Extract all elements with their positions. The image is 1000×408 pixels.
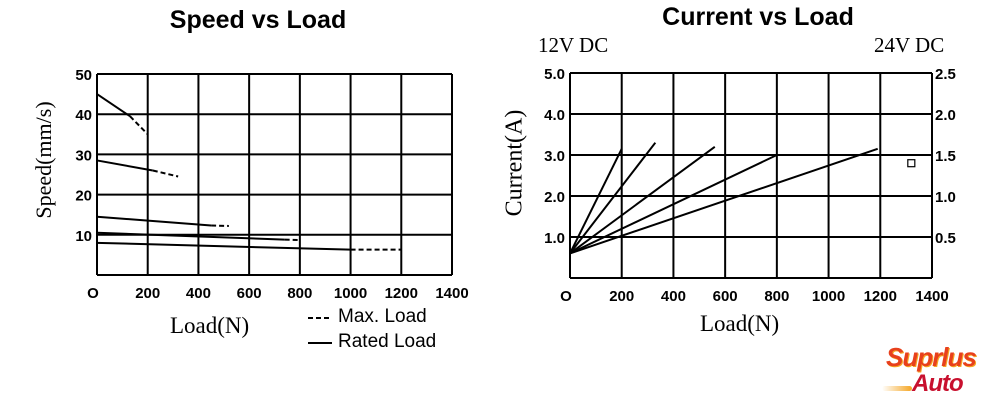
y-tick-label: 50 bbox=[75, 67, 92, 84]
x-tick-label: 400 bbox=[186, 285, 211, 302]
x-tick-label: O bbox=[560, 288, 572, 305]
current-chart-title: Current vs Load bbox=[662, 3, 854, 31]
x-tick-label: 1400 bbox=[915, 288, 948, 305]
right-axis-voltage-label: 24V DC bbox=[874, 33, 945, 57]
x-tick-label: 1000 bbox=[334, 285, 367, 302]
x-tick-label: 400 bbox=[661, 288, 686, 305]
rated-load-line-2 bbox=[96, 159, 153, 172]
x-tick-label: 800 bbox=[764, 288, 789, 305]
x-tick-label: 200 bbox=[609, 288, 634, 305]
right-y-tick-label: 1.5 bbox=[935, 148, 956, 165]
current-x-axis-label: Load(N) bbox=[700, 311, 780, 336]
current-line-4 bbox=[569, 154, 778, 255]
current-line-5 bbox=[569, 147, 879, 255]
speed-chart-title: Speed vs Load bbox=[169, 6, 347, 34]
x-tick-label: 1000 bbox=[812, 288, 845, 305]
y-tick-label: 5.0 bbox=[544, 66, 565, 83]
right-y-tick-label: 2.5 bbox=[935, 66, 956, 83]
x-tick-label: 1400 bbox=[435, 285, 468, 302]
y-tick-label: 4.0 bbox=[544, 107, 565, 124]
x-tick-label: 600 bbox=[237, 285, 262, 302]
speed-x-axis-label: Load(N) bbox=[170, 313, 250, 338]
max-load-line-2 bbox=[152, 169, 179, 178]
current-line-3 bbox=[569, 145, 716, 255]
legend-rated-load-label: Rated Load bbox=[338, 331, 437, 352]
rated-load-line-5 bbox=[96, 241, 351, 251]
right-y-tick-label: 1.0 bbox=[935, 189, 956, 206]
x-tick-label: 200 bbox=[135, 285, 160, 302]
y-tick-label: 40 bbox=[75, 107, 92, 124]
rated-load-line-3 bbox=[96, 215, 212, 227]
y-tick-label: 2.0 bbox=[544, 189, 565, 206]
logo: Suprlus Auto bbox=[882, 342, 997, 404]
x-tick-label: 1200 bbox=[385, 285, 418, 302]
legend-max-load-label: Max. Load bbox=[338, 306, 427, 327]
x-tick-label: 600 bbox=[713, 288, 738, 305]
x-tick-label: 800 bbox=[287, 285, 312, 302]
y-tick-label: 30 bbox=[75, 147, 92, 164]
rated-load-line-4 bbox=[96, 231, 285, 241]
square-marker bbox=[907, 159, 916, 168]
right-y-tick-label: 2.0 bbox=[935, 107, 956, 124]
max-load-line-1 bbox=[129, 115, 149, 136]
y-tick-label: 20 bbox=[75, 188, 92, 205]
y-tick-label: 3.0 bbox=[544, 148, 565, 165]
y-tick-label: 10 bbox=[75, 228, 92, 245]
current-line-1 bbox=[569, 148, 623, 254]
y-tick-label: 1.0 bbox=[544, 230, 565, 247]
rated-load-line-1 bbox=[96, 93, 131, 118]
right-y-tick-label: 0.5 bbox=[935, 230, 956, 247]
x-tick-label: 1200 bbox=[864, 288, 897, 305]
current-line-2 bbox=[569, 142, 657, 255]
left-axis-voltage-label: 12V DC bbox=[538, 33, 609, 57]
x-tick-label: O bbox=[87, 285, 99, 302]
